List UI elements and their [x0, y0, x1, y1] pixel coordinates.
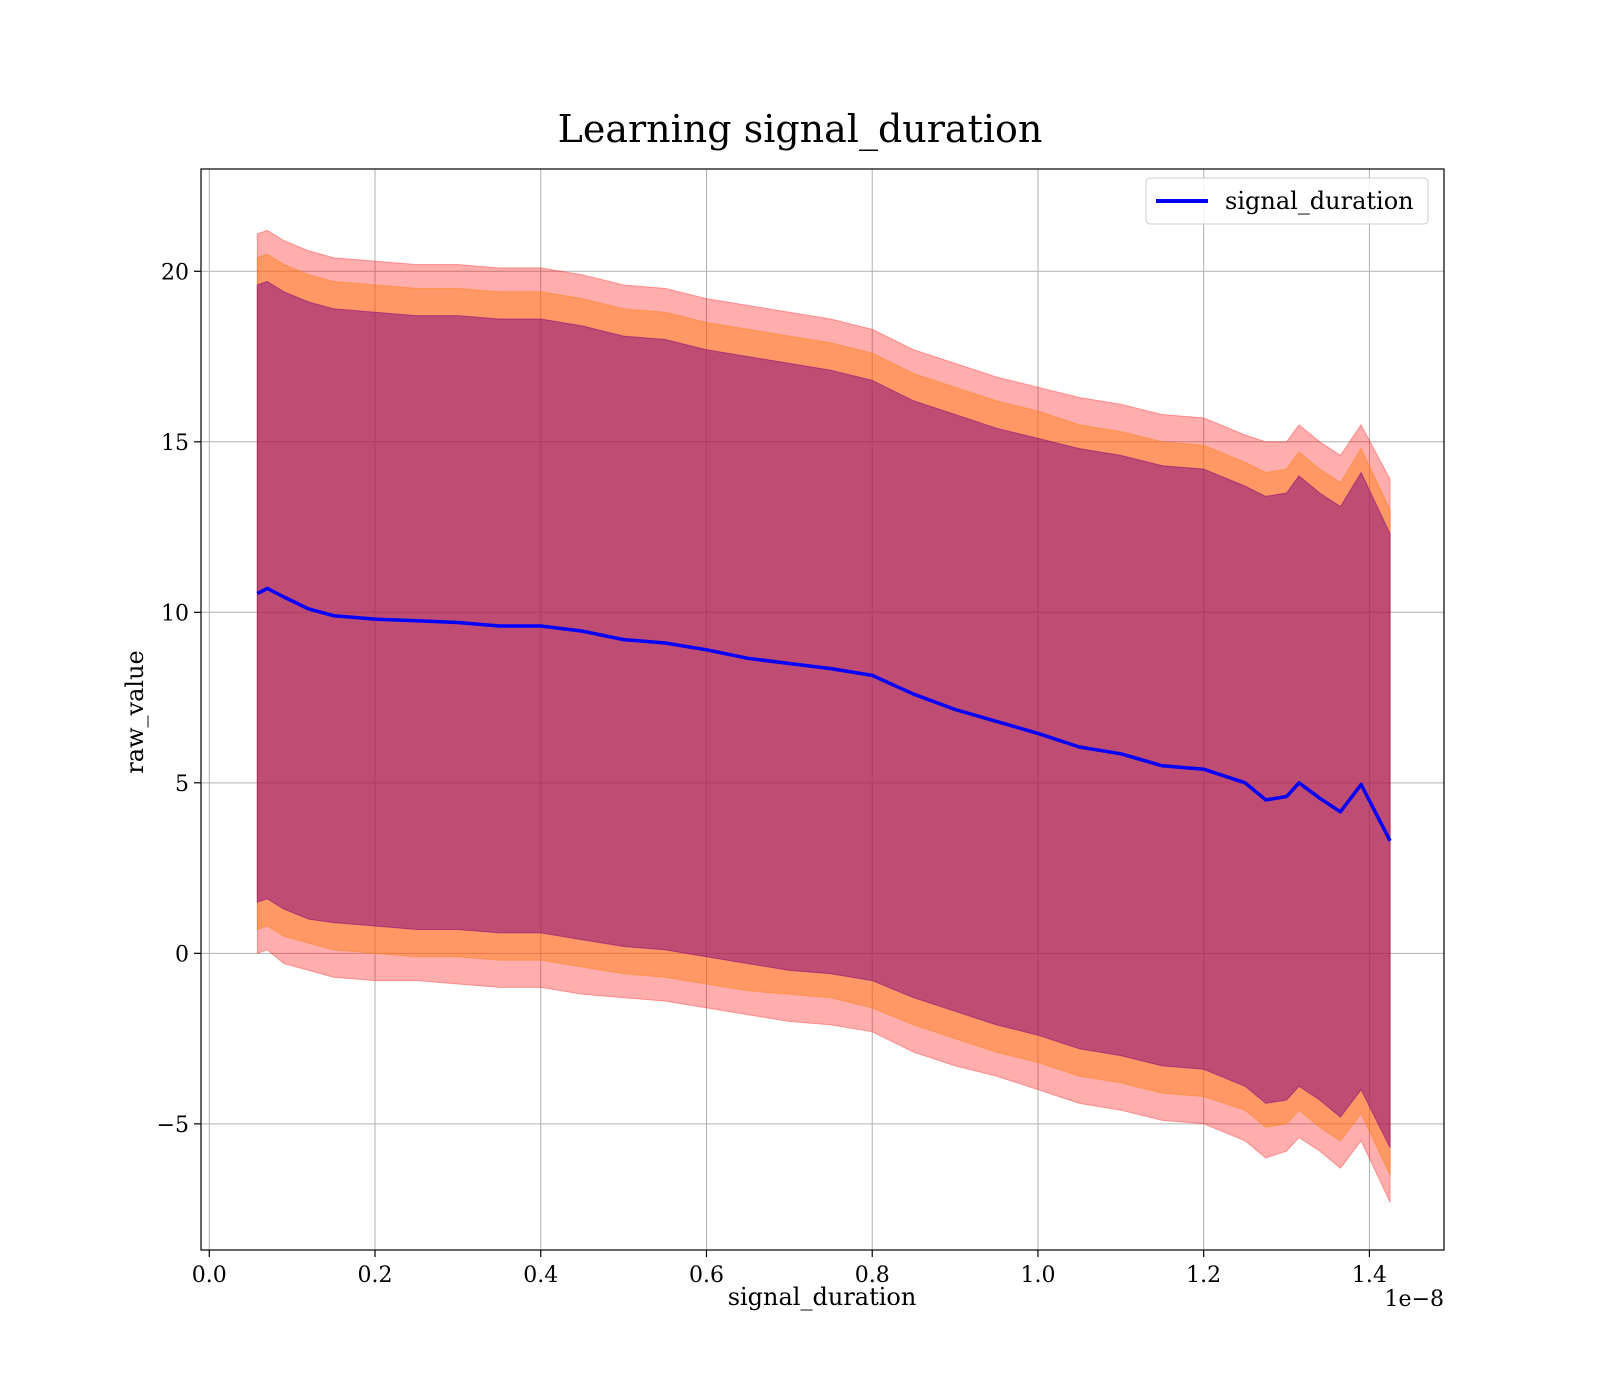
y-axis-label: raw_value — [121, 650, 149, 774]
x-tick-label: 0.8 — [855, 1263, 890, 1288]
mean-line — [256, 586, 1392, 842]
y-tick-label: 20 — [161, 260, 189, 285]
x-tick-label: 0.0 — [192, 1263, 227, 1288]
band-inner — [256, 280, 1391, 1148]
x-tick-label: 1.4 — [1352, 1263, 1387, 1288]
x-tick-label: 0.4 — [523, 1263, 558, 1288]
y-axis-ticks: −5 0 5 10 15 20 — [157, 260, 201, 1138]
y-tick-label: 0 — [175, 942, 189, 967]
chart-title: Learning signal_duration — [558, 107, 1043, 152]
legend: signal_duration — [1145, 177, 1429, 225]
x-tick-label: 1.0 — [1020, 1263, 1055, 1288]
y-tick-label: −5 — [157, 1113, 189, 1138]
y-tick-label: 10 — [161, 601, 189, 626]
legend-box — [1145, 177, 1429, 225]
confidence-bands — [256, 229, 1391, 1203]
x-axis-offset-label: 1e−8 — [1385, 1287, 1444, 1312]
x-axis-label: signal_duration — [728, 1283, 917, 1311]
x-tick-label: 0.6 — [689, 1263, 724, 1288]
x-tick-label: 1.2 — [1186, 1263, 1221, 1288]
legend-entry-label: signal_duration — [1225, 187, 1414, 215]
y-tick-label: 15 — [161, 431, 189, 456]
x-tick-label: 0.2 — [358, 1263, 393, 1288]
plot-frame — [200, 168, 1445, 1251]
mean-line-group — [256, 586, 1392, 842]
y-tick-label: 5 — [175, 772, 189, 797]
x-axis-ticks: 0.0 0.2 0.4 0.6 0.8 1.0 1.2 1.4 — [192, 1250, 1387, 1288]
